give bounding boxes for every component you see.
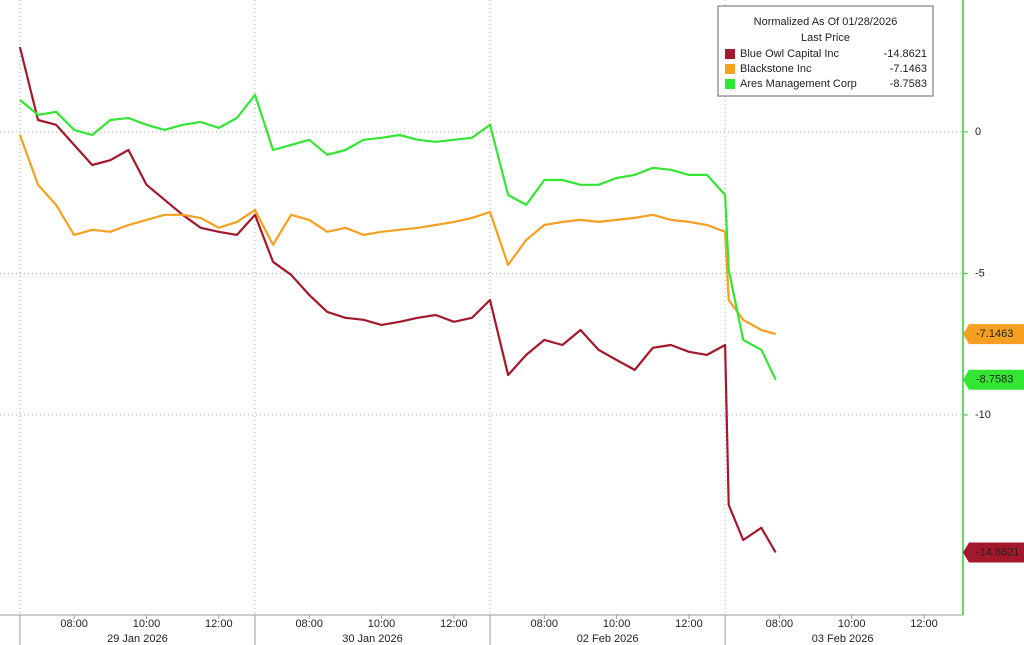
x-tick-label: 08:00 <box>60 618 88 630</box>
legend: Normalized As Of 01/28/2026 Last Price Blu… <box>717 5 934 97</box>
series-line <box>18 46 777 554</box>
x-tick-label: 10:00 <box>603 618 631 630</box>
legend-title: Normalized As Of 01/28/2026 <box>754 16 898 28</box>
date-label: 30 Jan 2026 <box>342 633 403 645</box>
y-tick-label: -10 <box>975 409 991 421</box>
x-tick-label: 12:00 <box>440 618 468 630</box>
legend-value: -7.1463 <box>890 63 927 75</box>
date-label: 03 Feb 2026 <box>812 633 874 645</box>
legend-label: Blue Owl Capital Inc <box>740 48 840 60</box>
x-tick-label: 10:00 <box>838 618 866 630</box>
x-tick-label: 12:00 <box>205 618 233 630</box>
last-value-label: -7.1463 <box>976 328 1013 340</box>
last-value-label: -14.8621 <box>976 546 1019 558</box>
legend-swatch <box>725 49 735 59</box>
last-value-tag <box>963 324 1024 345</box>
x-tick-label: 08:00 <box>531 618 559 630</box>
series-line <box>18 134 777 336</box>
last-value-tag <box>963 542 1024 563</box>
legend-label: Ares Management Corp <box>740 78 857 90</box>
legend-swatch <box>725 79 735 89</box>
legend-subtitle: Last Price <box>801 32 850 44</box>
legend-label: Blackstone Inc <box>740 63 812 75</box>
y-tick-label: 0 <box>975 126 981 138</box>
last-value-tag <box>963 369 1024 390</box>
series-line <box>19 93 777 381</box>
date-label: 02 Feb 2026 <box>577 633 639 645</box>
x-tick-label: 08:00 <box>295 618 323 630</box>
x-tick-label: 12:00 <box>675 618 703 630</box>
legend-value: -8.7583 <box>890 78 927 90</box>
legend-swatch <box>725 64 735 74</box>
legend-box <box>717 5 934 97</box>
legend-value: -14.8621 <box>884 48 927 60</box>
x-tick-label: 08:00 <box>766 618 794 630</box>
x-tick-label: 10:00 <box>368 618 396 630</box>
last-value-label: -8.7583 <box>976 374 1013 386</box>
x-tick-label: 12:00 <box>910 618 938 630</box>
x-tick-label: 10:00 <box>133 618 161 630</box>
date-label: 29 Jan 2026 <box>107 633 168 645</box>
y-tick-label: -5 <box>975 267 985 279</box>
